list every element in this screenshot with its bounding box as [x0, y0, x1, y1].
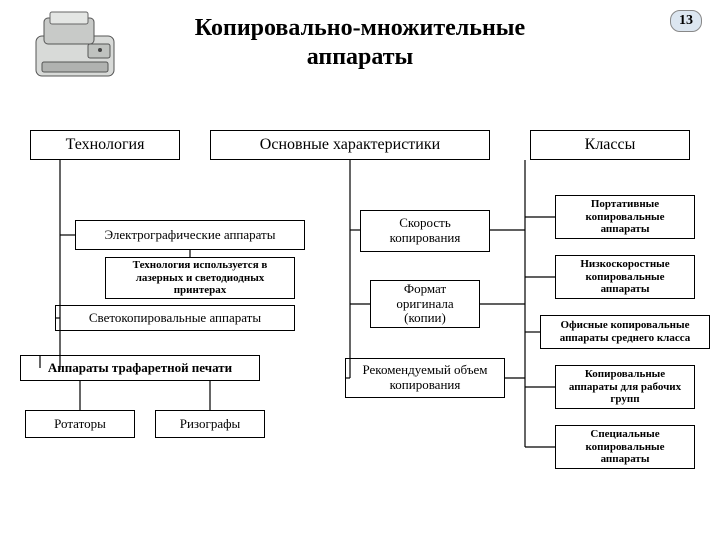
box-volume: Рекомендуемый объем копирования	[345, 358, 505, 398]
box-stencil: Аппараты трафаретной печати	[20, 355, 260, 381]
box-rotators: Ротаторы	[25, 410, 135, 438]
box-class-office: Офисные копировальные аппараты среднего …	[540, 315, 710, 349]
header-classes: Классы	[530, 130, 690, 160]
header-characteristics: Основные характеристики	[210, 130, 490, 160]
page-number: 13	[670, 10, 702, 32]
box-electrographic: Электрографические аппараты	[75, 220, 305, 250]
box-class-portable: Портативные копировальные аппараты	[555, 195, 695, 239]
box-class-special: Специальные копировальные аппараты	[555, 425, 695, 469]
box-risographs: Ризографы	[155, 410, 265, 438]
box-class-workgroup: Копировальные аппараты для рабочих групп	[555, 365, 695, 409]
box-class-lowspeed: Низкоскоростные копировальные аппараты	[555, 255, 695, 299]
box-light-copy: Светокопировальные аппараты	[55, 305, 295, 331]
printer-icon	[30, 8, 120, 86]
page-title: Копировально-множительные аппараты	[140, 14, 580, 72]
box-format: Формат оригинала (копии)	[370, 280, 480, 328]
box-speed: Скорость копирования	[360, 210, 490, 252]
box-tech-description: Технология используется в лазерных и све…	[105, 257, 295, 299]
header-technology: Технология	[30, 130, 180, 160]
